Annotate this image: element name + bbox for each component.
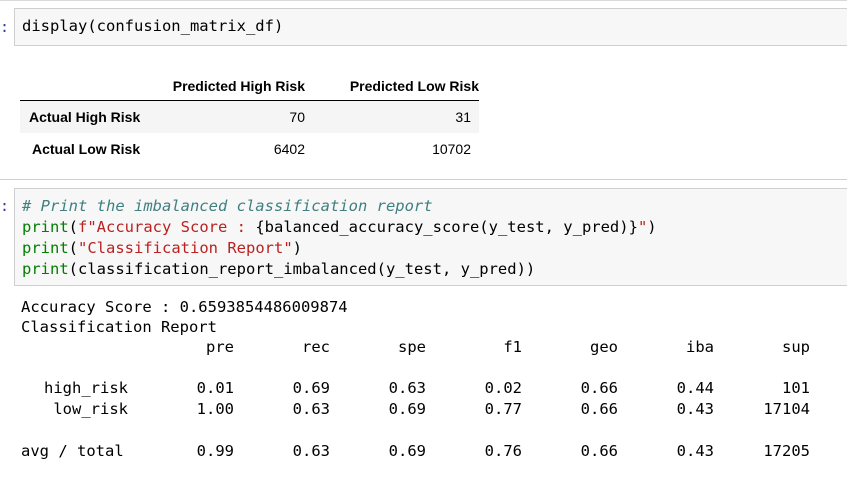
report-title: Classification Report — [21, 318, 217, 336]
code-call: (classification_report_imbalanced(y_test… — [68, 260, 536, 278]
code-punct: ) — [647, 218, 657, 236]
report-cell: 0.66 — [580, 379, 618, 397]
report-row-label: low_risk — [53, 400, 128, 418]
top-divider — [0, 0, 847, 1]
code-line: print(classification_report_imbalanced(y… — [22, 259, 535, 280]
report-cell: 0.77 — [484, 400, 522, 418]
row-label: Actual Low Risk — [32, 141, 141, 157]
code-line: print("Classification Report") — [22, 238, 302, 259]
row-label: Actual High Risk — [29, 109, 141, 125]
confusion-matrix-table: Predicted High Risk Predicted Low Risk A… — [20, 72, 479, 165]
report-header: iba — [686, 338, 714, 356]
report-cell: 0.02 — [484, 379, 522, 397]
report-row-label: avg / total — [21, 442, 124, 460]
report-cell: 0.63 — [292, 442, 330, 460]
report-cell: 0.99 — [196, 442, 234, 460]
code-builtin: print — [22, 260, 69, 278]
report-cell: 0.66 — [580, 442, 618, 460]
code-builtin: print — [22, 239, 69, 257]
cell-prompt: : — [0, 18, 10, 36]
code-punct: ( — [68, 239, 79, 257]
report-cell: 17104 — [763, 400, 810, 418]
code-line: # Print the imbalanced classification re… — [22, 196, 433, 217]
table-row: Actual Low Risk 6402 10702 — [20, 133, 479, 165]
code-line: display(confusion_matrix_df) — [22, 17, 284, 35]
report-row-label: high_risk — [44, 379, 128, 397]
report-cell: 1.00 — [196, 400, 234, 418]
report-header: spe — [398, 338, 426, 356]
code-cell-report[interactable]: # Print the imbalanced classification re… — [14, 188, 847, 286]
column-header: Predicted High Risk — [166, 72, 305, 101]
report-cell: 0.76 — [484, 442, 522, 460]
report-cell: 0.69 — [388, 442, 426, 460]
table-cell: 10702 — [432, 141, 471, 157]
report-header: geo — [590, 338, 618, 356]
report-cell: 0.63 — [292, 400, 330, 418]
report-cell: 101 — [782, 379, 810, 397]
report-cell: 0.43 — [676, 442, 714, 460]
report-header: pre — [206, 338, 234, 356]
code-line: print(f"Accuracy Score : {balanced_accur… — [22, 217, 657, 238]
report-cell: 0.01 — [196, 379, 234, 397]
table-cell: 70 — [289, 109, 305, 125]
report-header: sup — [782, 338, 810, 356]
report-cell: 0.66 — [580, 400, 618, 418]
index-header — [20, 72, 166, 101]
code-cell-display[interactable]: display(confusion_matrix_df) — [14, 8, 847, 46]
accuracy-output: Accuracy Score : 0.6593854486009874 — [21, 298, 348, 316]
table-cell: 6402 — [273, 141, 305, 157]
code-expr: {balanced_accuracy_score(y_test, y_pred)… — [255, 218, 638, 236]
code-string: "Classification Report" — [78, 239, 293, 257]
code-punct: ( — [68, 218, 79, 236]
code-string: " — [637, 218, 648, 236]
code-punct: ) — [292, 239, 302, 257]
code-comment: # Print the imbalanced classification re… — [22, 197, 433, 215]
cell-prompt: : — [0, 197, 10, 215]
report-cell: 0.69 — [388, 400, 426, 418]
report-cell: 0.43 — [676, 400, 714, 418]
report-header: f1 — [503, 338, 522, 356]
table-row: Actual High Risk 70 31 — [20, 100, 479, 133]
report-cell: 0.63 — [388, 379, 426, 397]
report-cell: 0.69 — [292, 379, 330, 397]
code-builtin: print — [22, 218, 69, 236]
code-string: f"Accuracy Score : — [78, 218, 256, 236]
report-header: rec — [302, 338, 330, 356]
cell-divider — [0, 179, 847, 180]
table-cell: 31 — [455, 109, 471, 125]
column-header: Predicted Low Risk — [305, 72, 479, 101]
report-cell: 17205 — [763, 442, 810, 460]
report-cell: 0.44 — [676, 379, 714, 397]
